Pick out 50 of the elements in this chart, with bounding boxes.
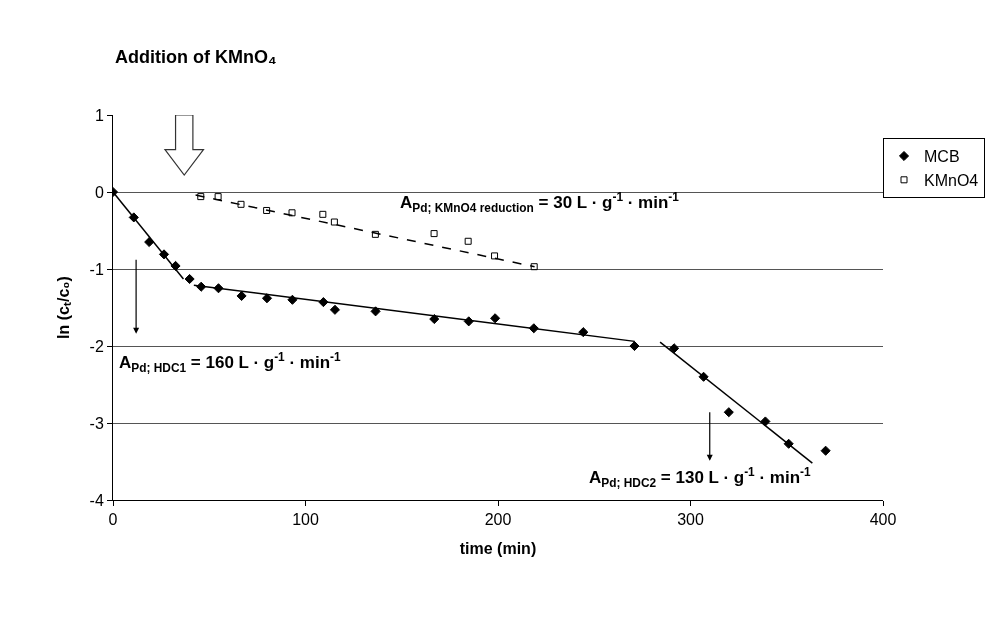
x-tick-label: 200 [484,511,512,529]
annotation: A$_{Pd; HDC2}$ = 130 L · g$^{-1}$ · min$^{-1}$ [589,465,812,490]
point [330,218,338,226]
y-tick-label: -3 [89,414,104,432]
point [491,252,499,260]
point [329,304,340,315]
point [371,230,379,238]
point [698,371,709,382]
y-tick-label: 1 [94,106,104,124]
point [530,263,538,271]
point [170,260,181,271]
point [263,206,271,214]
point [723,407,734,418]
point [214,193,222,201]
point [144,237,155,248]
point [820,445,831,456]
point [464,237,472,245]
annotation: A$_{Pd; KMnO4 reduction}$ = 30 L · g$^{-1}$ · min$^{-1}$ [400,190,680,215]
point [430,230,438,238]
point [578,327,589,338]
point [197,193,205,201]
point [669,343,680,354]
text: Addition of KMnO₄ [115,47,277,67]
legend-label: KMnO4 [924,172,979,190]
point [128,212,139,223]
point [370,306,381,317]
point [184,273,195,285]
y-tick-label: -1 [89,260,104,278]
y-tick-label: -4 [89,491,104,509]
point [236,290,247,301]
point [237,200,245,208]
x-tick-label: 100 [292,511,319,529]
point [319,210,327,218]
point [288,209,296,217]
x-tick-label: 300 [677,511,704,529]
x-tick-label: 0 [108,511,118,529]
legend-label: MCB [924,148,960,166]
point [429,314,440,325]
y-axis-title: ln (cₜ/c₀) [55,276,73,339]
point [760,416,771,427]
point [261,293,273,304]
y-tick-label: -2 [89,337,104,355]
x-axis-title: time (min) [459,539,537,557]
annotation: A$_{Pd; HDC1}$ = 160 L · g$^{-1}$ · min$^{-1}$ [119,350,342,375]
point [783,438,794,449]
point [629,340,640,352]
x-tick-label: 400 [869,511,897,529]
point [287,294,298,305]
point [490,313,501,324]
y-tick-label: 0 [94,183,104,201]
